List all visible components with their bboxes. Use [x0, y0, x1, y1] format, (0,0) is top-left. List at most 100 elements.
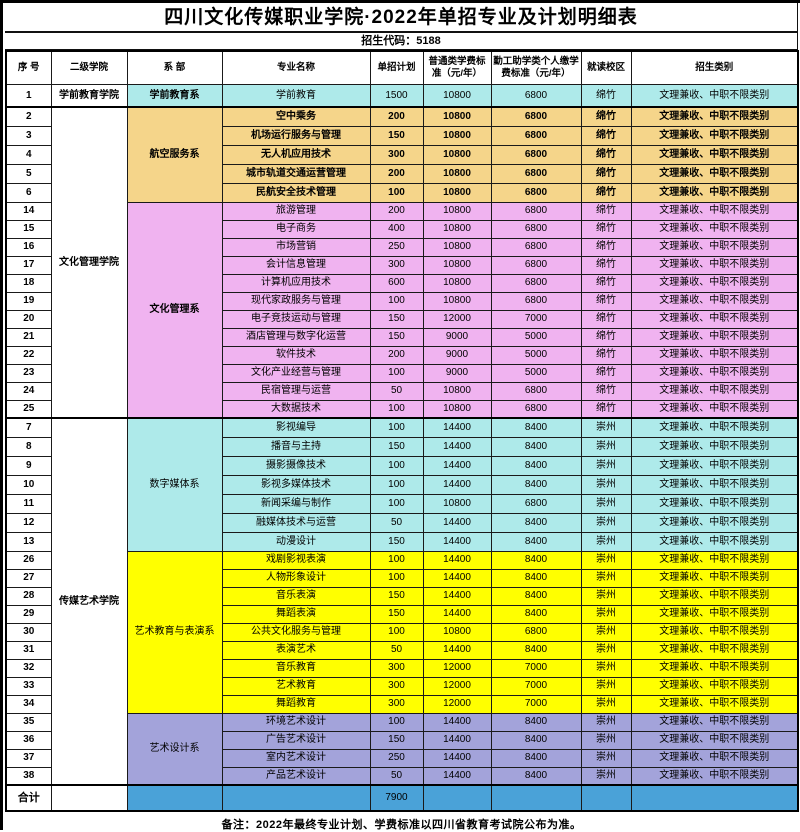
workstudy-cell: 6800: [490, 163, 582, 184]
plan-cell: 50: [369, 766, 424, 786]
major-cell: 播音与主持: [221, 436, 371, 457]
table-row: 16 市场营销 250 10800 6800 绵竹 文理兼收、中职不限类别: [5, 237, 799, 257]
column-header-2: 系 部: [126, 50, 223, 85]
table-row: 8 播音与主持 150 14400 8400 崇州 文理兼收、中职不限类别: [5, 436, 799, 457]
major-cell: 电子商务: [221, 219, 371, 239]
total-dept-cell: [126, 784, 223, 812]
total-label-cell: 合计: [5, 784, 52, 812]
table-row: 25 大数据技术 100 10800 6800 绵竹 文理兼收、中职不限类别: [5, 399, 799, 419]
campus-cell: 绵竹: [580, 381, 632, 401]
plan-cell: 100: [369, 550, 424, 570]
serial-cell: 17: [5, 255, 52, 275]
table-row: 37 室内艺术设计 250 14400 8400 崇州 文理兼收、中职不限类别: [5, 748, 799, 768]
tuition-cell: 12000: [422, 658, 492, 678]
serial-cell: 11: [5, 493, 52, 514]
plan-cell: 150: [369, 604, 424, 624]
workstudy-cell: 8400: [490, 531, 582, 552]
table-row: 2 文化管理学院 航空服务系 空中乘务 200 10800 6800 绵竹 文理兼收、中职不限类…: [5, 106, 799, 419]
category-cell: 文理兼收、中职不限类别: [630, 531, 799, 552]
serial-cell: 10: [5, 474, 52, 495]
plan-cell: 100: [369, 399, 424, 419]
campus-cell: 绵竹: [580, 182, 632, 203]
plan-cell: 300: [369, 658, 424, 678]
campus-cell: 崇州: [580, 622, 632, 642]
serial-cell: 38: [5, 766, 52, 786]
page-title: 四川文化传媒职业学院·2022年单招专业及计划明细表: [5, 3, 798, 33]
table-row: 32 音乐教育 300 12000 7000 崇州 文理兼收、中职不限类别: [5, 658, 799, 678]
tuition-cell: 10800: [422, 273, 492, 293]
category-cell: 文理兼收、中职不限类别: [630, 291, 799, 311]
workstudy-cell: 6800: [490, 219, 582, 239]
workstudy-cell: 8400: [490, 474, 582, 495]
major-cell: 无人机应用技术: [221, 144, 371, 165]
major-cell: 室内艺术设计: [221, 748, 371, 768]
workstudy-cell: 8400: [490, 640, 582, 660]
campus-cell: 崇州: [580, 512, 632, 533]
major-cell: 电子竞技运动与管理: [221, 309, 371, 329]
serial-cell: 31: [5, 640, 52, 660]
category-cell: 文理兼收、中职不限类别: [630, 237, 799, 257]
category-cell: 文理兼收、中职不限类别: [630, 568, 799, 588]
serial-cell: 27: [5, 568, 52, 588]
workstudy-cell: 6800: [490, 182, 582, 203]
workstudy-cell: 8400: [490, 455, 582, 476]
serial-cell: 26: [5, 550, 52, 570]
category-cell: 文理兼收、中职不限类别: [630, 436, 799, 457]
workstudy-cell: 8400: [490, 550, 582, 570]
workstudy-cell: 7000: [490, 676, 582, 696]
campus-cell: 崇州: [580, 531, 632, 552]
campus-cell: 崇州: [580, 550, 632, 570]
tuition-cell: 10800: [422, 125, 492, 146]
campus-cell: 崇州: [580, 568, 632, 588]
tuition-cell: 14400: [422, 586, 492, 606]
campus-cell: 崇州: [580, 730, 632, 750]
column-header-5: 普通类学费标准（元/年）: [422, 50, 492, 85]
major-cell: 酒店管理与数字化运营: [221, 327, 371, 347]
major-cell: 广告艺术设计: [221, 730, 371, 750]
dept-cell: 数字媒体系: [126, 417, 223, 552]
campus-cell: 绵竹: [580, 106, 632, 127]
category-cell: 文理兼收、中职不限类别: [630, 694, 799, 714]
plan-cell: 200: [369, 106, 424, 127]
category-cell: 文理兼收、中职不限类别: [630, 345, 799, 365]
workstudy-cell: 8400: [490, 766, 582, 786]
category-cell: 文理兼收、中职不限类别: [630, 712, 799, 732]
table-row: 22 软件技术 200 9000 5000 绵竹 文理兼收、中职不限类别: [5, 345, 799, 365]
plan-cell: 150: [369, 125, 424, 146]
tuition-cell: 10800: [422, 163, 492, 184]
table-body: 1 学前教育学院 学前教育系 学前教育 1500 10800 6800 绵竹 文理兼收、中职不限…: [5, 83, 799, 812]
plan-cell: 250: [369, 748, 424, 768]
dept-cell: 艺术教育与表演系: [126, 550, 223, 714]
category-cell: 文理兼收、中职不限类别: [630, 512, 799, 533]
campus-cell: 绵竹: [580, 219, 632, 239]
serial-cell: 35: [5, 712, 52, 732]
tuition-cell: 14400: [422, 417, 492, 438]
dept-cell: 艺术设计系: [126, 712, 223, 786]
table-row: 5 城市轨道交通运营管理 200 10800 6800 绵竹 文理兼收、中职不限类别: [5, 163, 799, 184]
serial-cell: 15: [5, 219, 52, 239]
major-cell: 舞蹈教育: [221, 694, 371, 714]
major-cell: 影视编导: [221, 417, 371, 438]
serial-cell: 16: [5, 237, 52, 257]
tuition-cell: 14400: [422, 436, 492, 457]
tuition-cell: 10800: [422, 219, 492, 239]
tuition-cell: 10800: [422, 381, 492, 401]
major-cell: 音乐教育: [221, 658, 371, 678]
major-cell: 人物形象设计: [221, 568, 371, 588]
category-cell: 文理兼收、中职不限类别: [630, 219, 799, 239]
campus-cell: 绵竹: [580, 345, 632, 365]
plan-cell: 150: [369, 436, 424, 457]
tuition-cell: 10800: [422, 182, 492, 203]
tuition-cell: 14400: [422, 512, 492, 533]
serial-cell: 28: [5, 586, 52, 606]
major-cell: 动漫设计: [221, 531, 371, 552]
serial-cell: 6: [5, 182, 52, 203]
plan-cell: 300: [369, 255, 424, 275]
campus-cell: 绵竹: [580, 163, 632, 184]
campus-cell: 绵竹: [580, 125, 632, 146]
tuition-cell: 14400: [422, 568, 492, 588]
tuition-cell: 14400: [422, 640, 492, 660]
plan-cell: 100: [369, 493, 424, 514]
tuition-cell: 10800: [422, 237, 492, 257]
workstudy-cell: 8400: [490, 748, 582, 768]
